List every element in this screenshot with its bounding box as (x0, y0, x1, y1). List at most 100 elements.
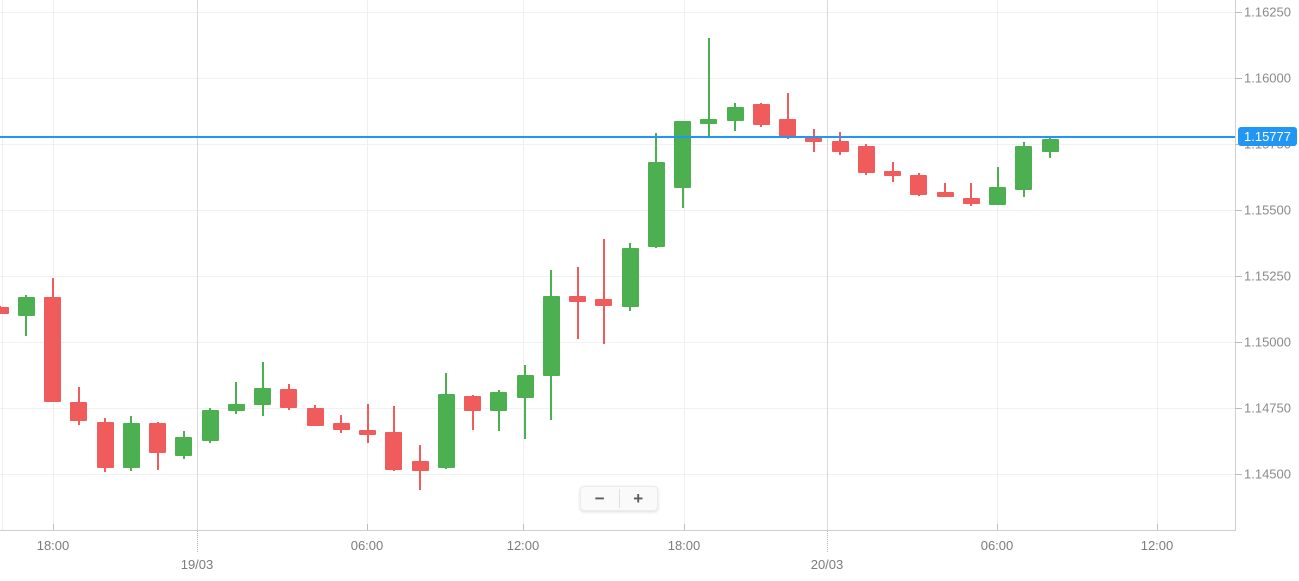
price-gridline (0, 408, 1235, 409)
time-tick-label: 12:00 (506, 538, 540, 553)
price-tick-label: 1.15000 (1244, 334, 1291, 350)
zoom-divider (618, 489, 620, 508)
candle-body (857, 146, 875, 174)
time-axis[interactable]: 18:00 19/03 06:00 12:00 18:00 20/03 06:00 12:00 (0, 524, 1235, 581)
candle-body (0, 307, 9, 315)
candle-body (96, 421, 114, 468)
candle-body (44, 297, 61, 402)
time-tick-mark (53, 524, 54, 530)
price-axis[interactable]: 1.162501.160001.157501.155001.152501.150… (1235, 0, 1299, 530)
candle-body (989, 187, 1006, 205)
time-gridline (1157, 0, 1158, 530)
candle-body (779, 118, 796, 138)
candle-body (411, 461, 429, 472)
candle-body (17, 297, 35, 316)
candle-body (332, 422, 350, 431)
candle-body (674, 120, 691, 188)
candle-body (910, 175, 928, 196)
candle-body (490, 391, 508, 412)
time-gridline (997, 0, 998, 530)
candle-wick (970, 183, 973, 206)
time-tick-label: 18:00 (667, 538, 701, 553)
candle-body (700, 118, 718, 124)
candle-wick (944, 183, 946, 197)
price-tick-label: 1.14750 (1244, 400, 1291, 416)
time-tick-mark (367, 524, 368, 530)
zoom-controls: − + (580, 486, 658, 511)
price-tick-mark (1235, 408, 1242, 409)
candle-body (70, 401, 88, 422)
candle-wick (524, 364, 526, 440)
candle-wick (602, 238, 605, 345)
current-price-line (0, 135, 1235, 138)
date-tick-label: 20/03 (810, 557, 844, 572)
date-gridline (827, 0, 828, 530)
price-gridline (0, 342, 1235, 343)
candle-body (306, 407, 324, 426)
price-tick-label: 1.14500 (1244, 466, 1291, 482)
candle-body (962, 198, 980, 204)
candle-body (437, 393, 455, 468)
candle-body (359, 430, 376, 436)
candle-body (595, 299, 613, 307)
price-gridline (0, 77, 1235, 79)
price-gridline (0, 474, 1235, 475)
candle-body (621, 247, 639, 308)
candle-body (516, 374, 534, 398)
time-gridline (367, 0, 368, 530)
candle-body (569, 296, 586, 303)
candle-body (280, 388, 298, 409)
time-tick-label: 06:00 (980, 538, 1014, 553)
candle-body (831, 140, 849, 153)
price-tick-mark (1235, 342, 1242, 343)
candle-wick (366, 403, 369, 444)
time-tick-label: 18:00 (36, 538, 70, 553)
candle-wick (471, 394, 474, 431)
price-tick-mark (1235, 77, 1242, 79)
candle-wick (707, 38, 710, 138)
zoom-out-button[interactable]: − (581, 487, 619, 510)
time-gridline (2, 0, 3, 530)
candle-body (201, 410, 219, 442)
time-gridline (53, 0, 54, 530)
price-tick-label: 1.15500 (1244, 202, 1291, 218)
candle-body (805, 135, 823, 143)
candle-body (227, 403, 245, 412)
candle-wick (576, 266, 579, 340)
price-tick-mark (1235, 11, 1242, 13)
candle-body (752, 103, 770, 126)
zoom-in-button[interactable]: + (620, 487, 658, 510)
date-gridline (197, 0, 198, 530)
candle-body (385, 432, 403, 471)
date-tick-dotted (827, 531, 828, 552)
price-tick-label: 1.15250 (1244, 268, 1291, 284)
date-tick-label: 19/03 (180, 557, 214, 572)
candle-body (936, 192, 954, 197)
time-gridline (523, 0, 524, 530)
date-tick-dotted (197, 531, 198, 552)
price-gridline (0, 11, 1235, 13)
candle-body (884, 171, 901, 177)
candle-body (175, 437, 193, 456)
time-tick-mark (1157, 524, 1158, 530)
time-tick-mark (684, 524, 685, 530)
candle-body (726, 106, 744, 121)
time-tick-label: 06:00 (350, 538, 384, 553)
time-tick-mark (523, 524, 524, 530)
price-gridline (0, 276, 1235, 277)
current-price-label: 1.15777 (1238, 127, 1297, 147)
candle-body (464, 395, 481, 412)
time-tick-label: 12:00 (1140, 538, 1174, 553)
time-gridline (684, 0, 685, 530)
price-gridline (0, 143, 1235, 145)
price-tick-label: 1.16250 (1244, 4, 1291, 20)
price-gridline (0, 209, 1235, 211)
candle-wick (786, 92, 789, 140)
candle-body (1041, 138, 1059, 153)
chart-plot-area[interactable] (0, 0, 1236, 531)
candle-body (149, 423, 166, 454)
candle-wick (996, 167, 999, 205)
price-tick-mark (1235, 209, 1242, 211)
price-tick-mark (1235, 276, 1242, 277)
